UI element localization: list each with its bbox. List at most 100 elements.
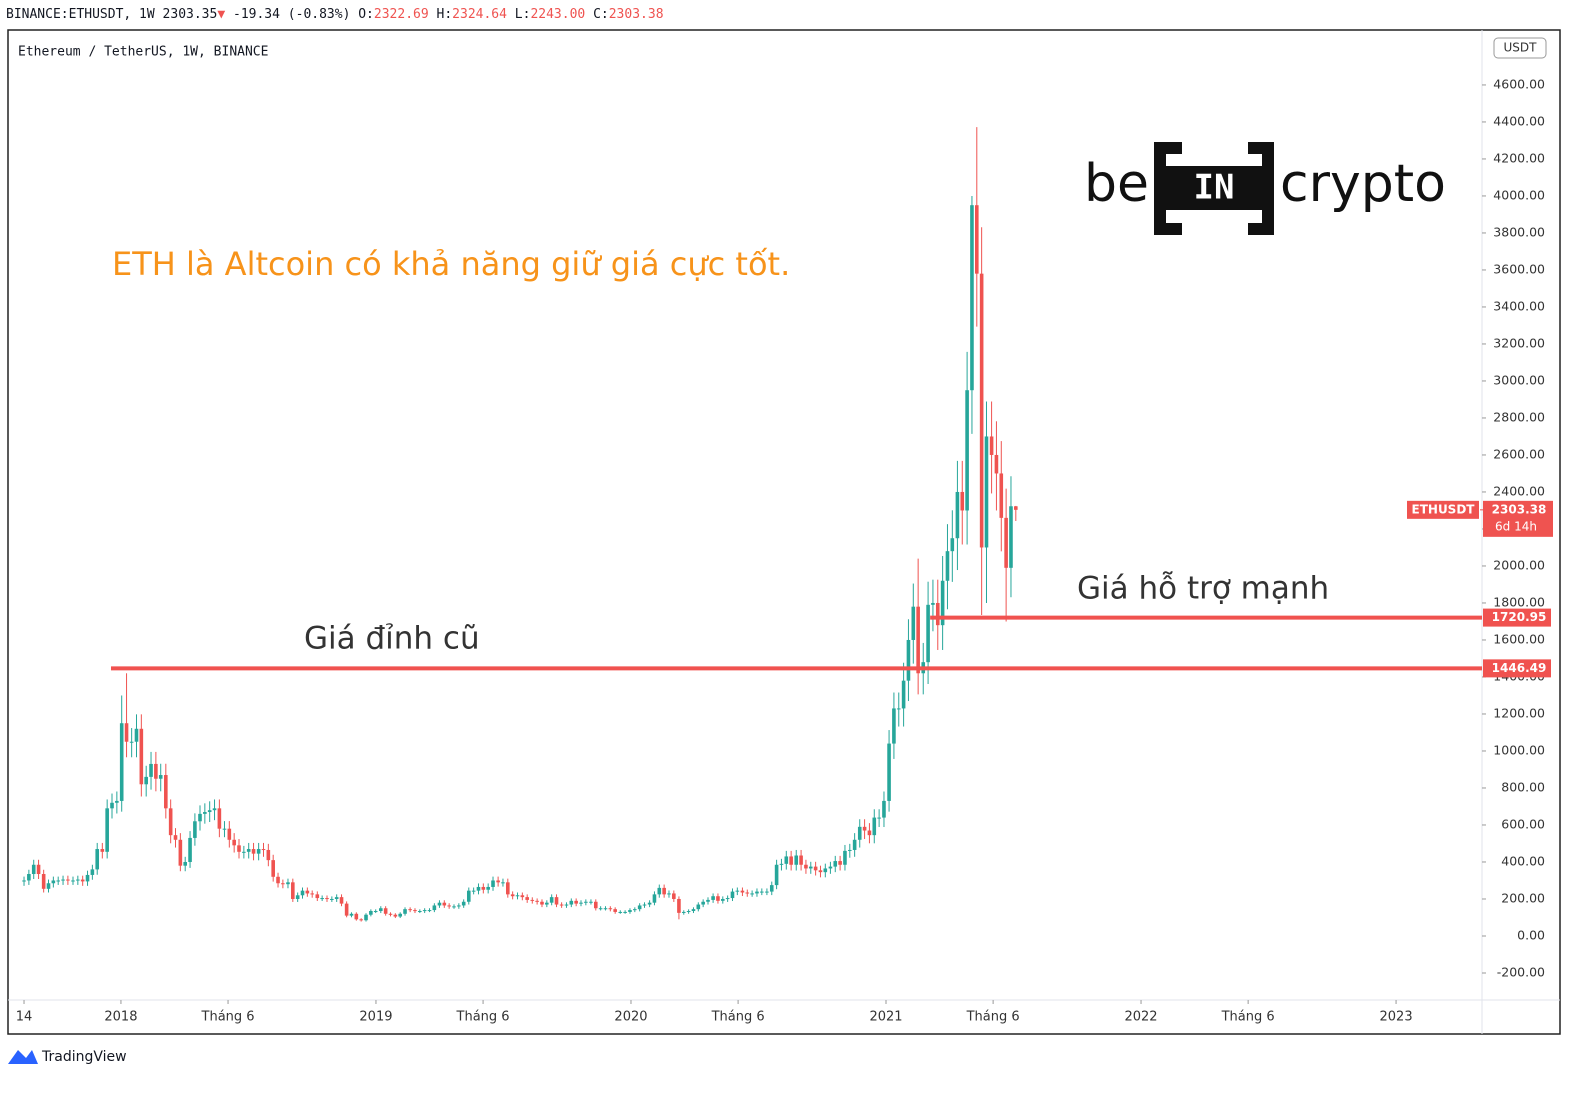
candle-body (286, 882, 290, 885)
candle-body (188, 837, 192, 862)
candle-body (295, 895, 300, 899)
candle-body (716, 896, 720, 901)
candle-body (461, 901, 466, 906)
candle-body (359, 919, 363, 921)
candle-body (403, 909, 407, 914)
candle-body (354, 913, 359, 920)
candle-body (80, 879, 85, 882)
header: BINANCE:ETHUSDT, 1W 2303.35▼ -19.34 (-0.… (6, 7, 664, 22)
y-tick-label: 1600.00 (1493, 631, 1545, 646)
unit-box[interactable] (1493, 37, 1547, 59)
candle-body (916, 606, 920, 674)
candle-body (276, 876, 280, 884)
y-tick-label: 4600.00 (1493, 76, 1545, 91)
candle-body (491, 880, 495, 887)
candle-body (139, 728, 144, 785)
candle-body (496, 880, 500, 883)
y-tick-label: 1200.00 (1493, 705, 1545, 720)
candle-body (965, 390, 969, 511)
logo: be IN crypto (1084, 142, 1446, 235)
candle-body (227, 828, 232, 840)
candle-body (398, 913, 402, 917)
candle-body (906, 639, 911, 681)
candle-body (994, 454, 999, 474)
candle-body (789, 856, 793, 865)
footer-text[interactable]: TradingView (41, 1049, 127, 1065)
candle-body (833, 861, 838, 867)
price-label: 1720.95 (1492, 610, 1547, 624)
candle-body (158, 775, 163, 779)
candle-body (515, 895, 520, 897)
candle-body (61, 879, 65, 881)
candle-body (237, 845, 241, 852)
y-tick-label: 3400.00 (1493, 298, 1545, 313)
unit-label[interactable]: USDT (1504, 41, 1538, 55)
candle-body (90, 869, 95, 875)
x-tick-label: Tháng 6 (711, 1010, 765, 1025)
candle-body (164, 775, 168, 809)
candle-body (325, 898, 329, 900)
candle-body (320, 898, 324, 900)
candle-body (579, 902, 583, 904)
candle-body (945, 551, 950, 581)
candle-body (422, 910, 427, 912)
candle-body (1014, 506, 1018, 510)
candle-body (349, 913, 354, 916)
logo-block (1166, 166, 1262, 210)
candle-body (564, 904, 569, 906)
candle-body (198, 813, 202, 822)
candle-body (232, 839, 236, 846)
candle-body (427, 910, 432, 912)
candle-body (818, 870, 823, 873)
candle-body (549, 897, 554, 903)
y-tick-label: 3600.00 (1493, 261, 1545, 276)
candle-body (872, 817, 877, 836)
candle-body (95, 849, 100, 870)
candle-body (134, 728, 139, 742)
candle-body (256, 849, 261, 854)
candle-body (686, 911, 691, 913)
candle-body (613, 909, 617, 912)
candle-body (281, 883, 285, 885)
candle-body (696, 904, 701, 910)
price-label-bg (1483, 608, 1551, 627)
x-tick-label: Tháng 6 (1221, 1010, 1275, 1025)
y-tick-label: 400.00 (1501, 853, 1545, 868)
candle-body (554, 897, 559, 905)
candle-body (799, 855, 803, 865)
candle-body (603, 908, 608, 910)
candle-body (647, 902, 652, 905)
candle-body (794, 855, 799, 865)
candle-body (608, 908, 613, 910)
candle-body (300, 890, 305, 896)
candles (22, 127, 1018, 922)
candle-body (720, 898, 725, 901)
candle-body (989, 436, 994, 455)
header-arrow: ▼ (217, 7, 225, 22)
last-price-bg (1483, 500, 1553, 537)
candle-body (867, 830, 872, 836)
price-label-bg (1483, 659, 1551, 678)
candle-body (584, 901, 588, 903)
candle-body (593, 901, 598, 909)
candle-body (437, 902, 442, 906)
candle-body (242, 851, 246, 853)
candle-body (701, 901, 705, 905)
candle-body (388, 913, 393, 915)
candle-body (506, 882, 510, 895)
candle-body (501, 882, 505, 884)
candle-body (373, 911, 378, 913)
header-symbol: BINANCE:ETHUSDT, 1W (6, 7, 155, 22)
candle-body (339, 897, 344, 904)
candle-body (931, 602, 935, 605)
ohlc-key: O: (358, 7, 374, 22)
y-tick-label: 200.00 (1501, 890, 1545, 905)
candle-body (486, 886, 490, 890)
candle-body (22, 880, 26, 882)
candle-body (207, 810, 212, 813)
candle-body (877, 817, 881, 819)
candle-body (408, 909, 412, 911)
